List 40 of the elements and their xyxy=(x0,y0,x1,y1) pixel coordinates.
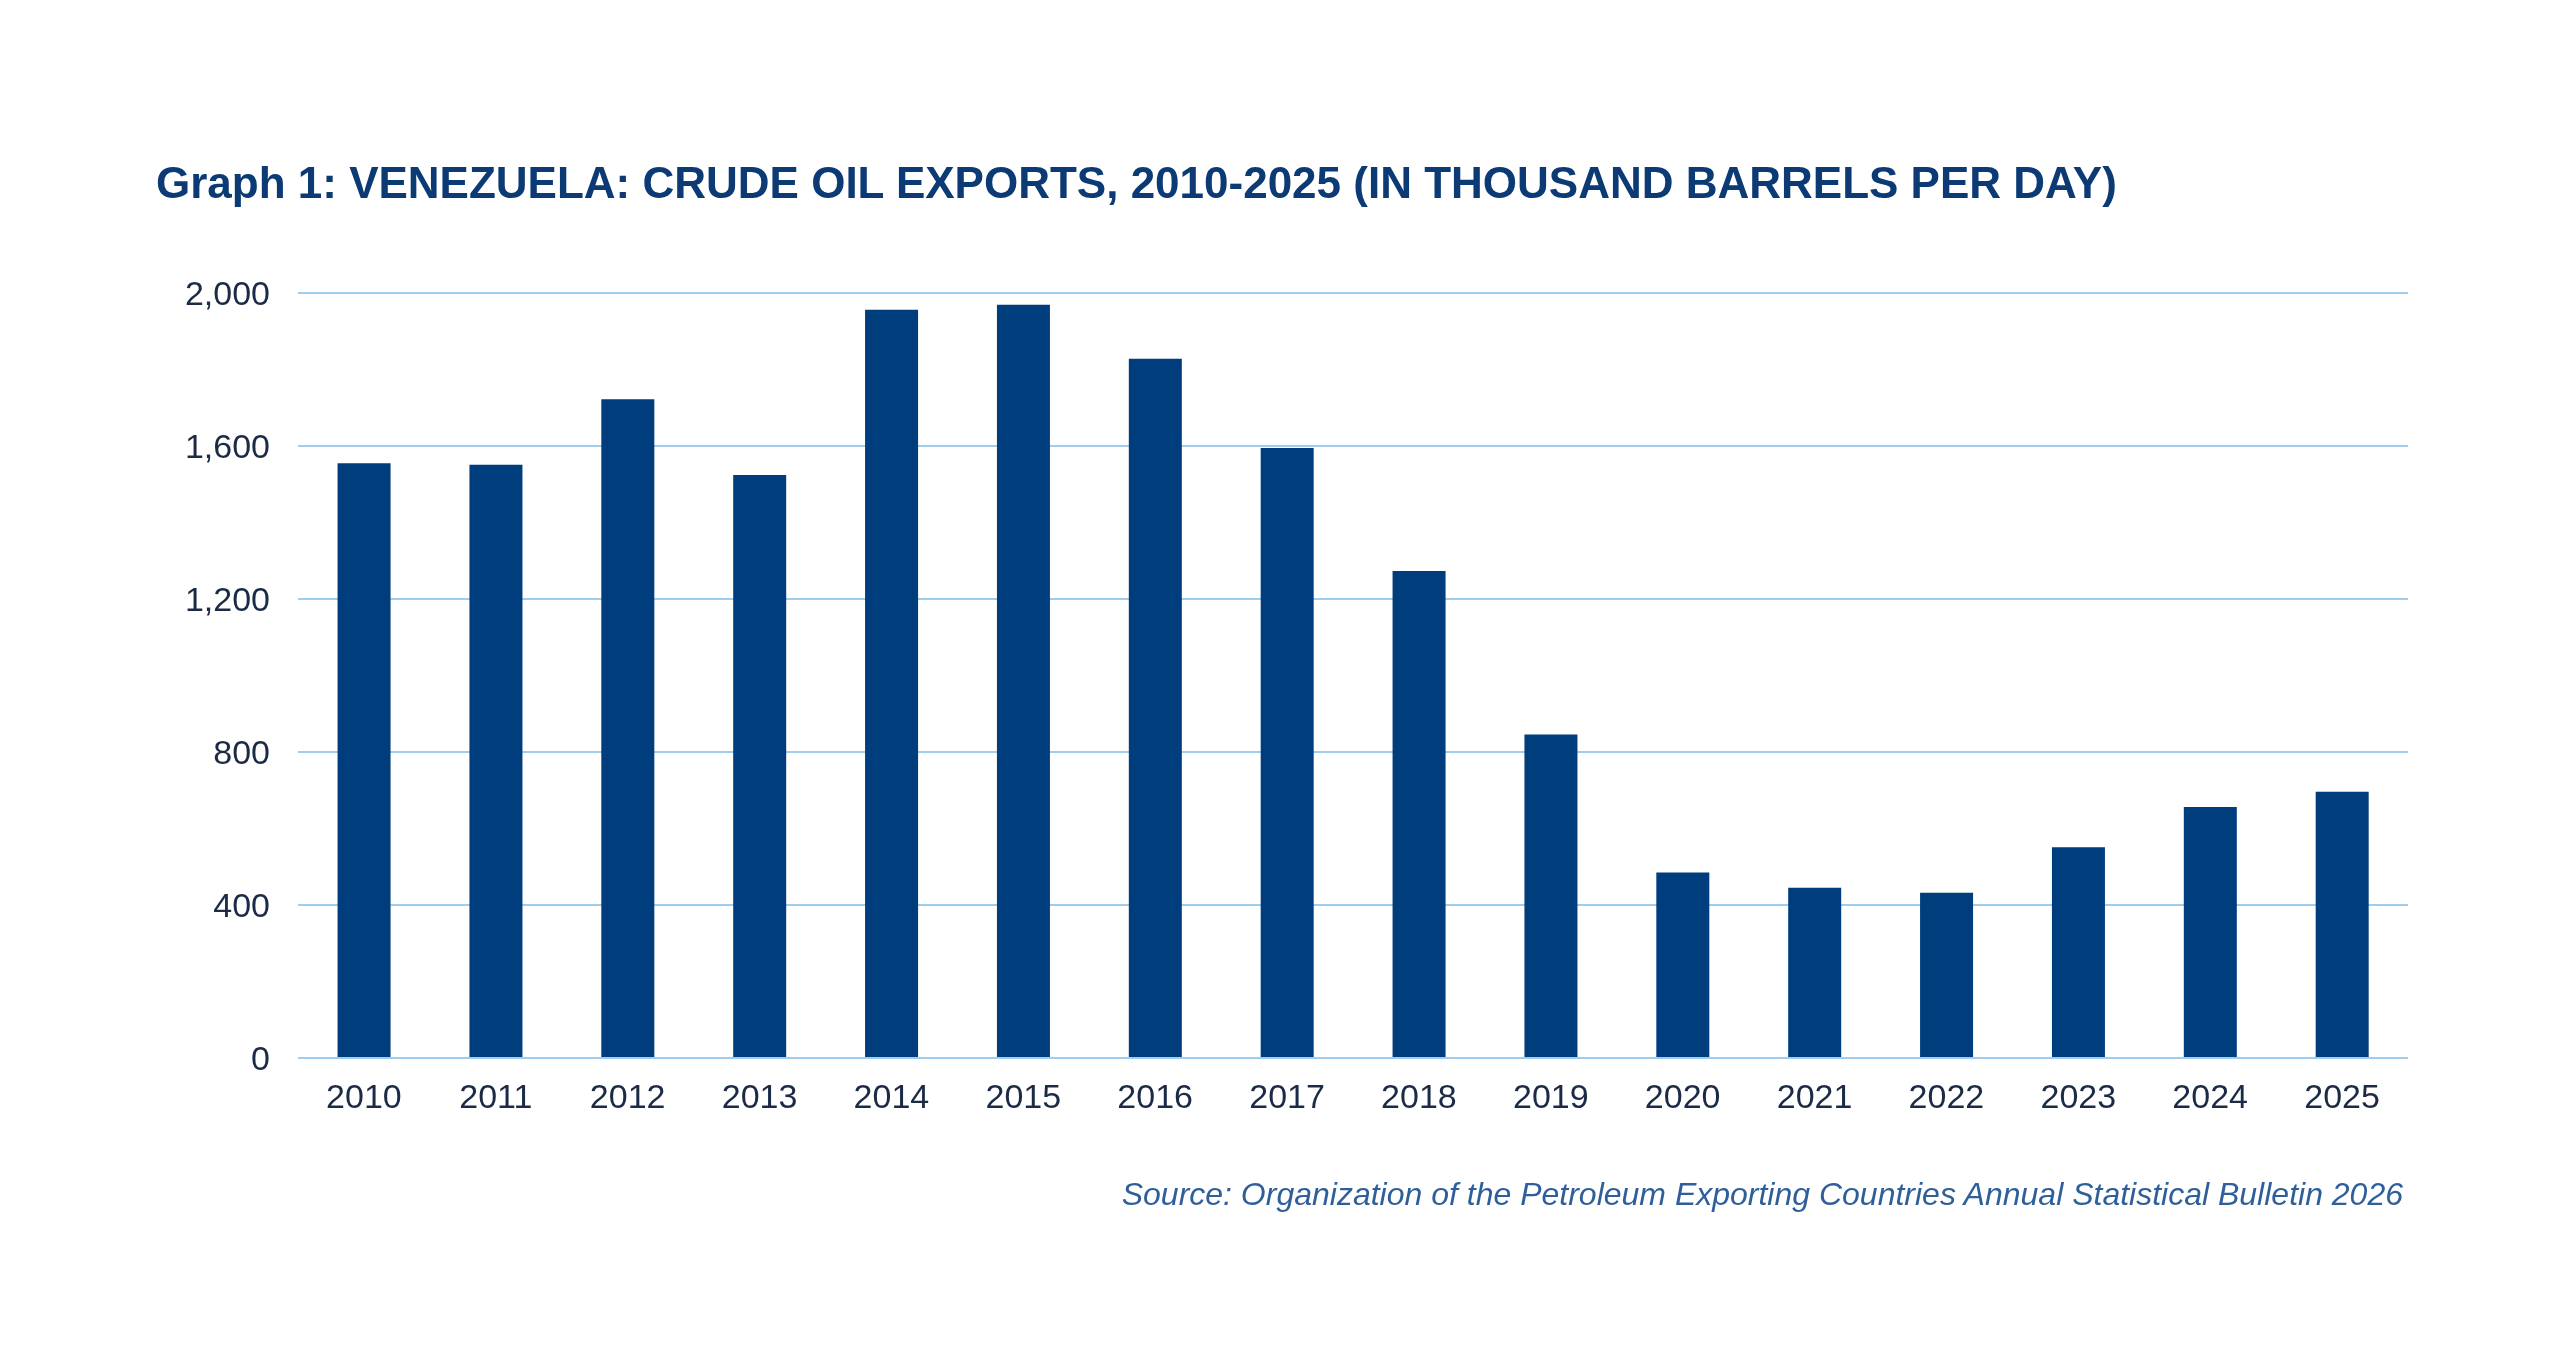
bar xyxy=(1920,892,1974,1058)
x-tick-label: 2023 xyxy=(2040,1077,2117,1116)
bar xyxy=(337,463,391,1058)
bar xyxy=(1656,872,1710,1058)
x-tick-label: 2021 xyxy=(1776,1077,1853,1116)
y-tick-label: 1,200 xyxy=(184,580,270,619)
x-tick-label: 2022 xyxy=(1908,1077,1985,1116)
y-tick-label: 800 xyxy=(213,733,270,772)
x-tick-label: 2018 xyxy=(1381,1077,1457,1116)
bar xyxy=(601,399,655,1058)
bar xyxy=(1524,734,1578,1058)
bar xyxy=(1392,571,1446,1058)
y-tick-label: 0 xyxy=(251,1039,270,1078)
bar xyxy=(996,304,1050,1058)
bar xyxy=(865,309,919,1058)
x-tick-label: 2019 xyxy=(1512,1077,1589,1116)
bar xyxy=(2183,807,2237,1058)
x-tick-label: 2013 xyxy=(721,1077,798,1116)
bar xyxy=(2051,847,2105,1058)
bar xyxy=(733,475,787,1058)
bar xyxy=(2315,791,2369,1058)
bar xyxy=(469,464,523,1058)
x-tick-label: 2012 xyxy=(589,1077,666,1116)
x-tick-label: 2015 xyxy=(985,1077,1062,1116)
x-tick-label: 2025 xyxy=(2304,1077,2380,1116)
bar xyxy=(1788,887,1842,1058)
bar xyxy=(1128,358,1182,1058)
y-tick-label: 1,600 xyxy=(184,427,270,466)
x-tick-label: 2011 xyxy=(459,1077,533,1116)
x-tick-label: 2010 xyxy=(326,1077,402,1116)
y-tick-label: 400 xyxy=(213,886,270,925)
x-tick-label: 2020 xyxy=(1644,1077,1721,1116)
y-tick-label: 2,000 xyxy=(184,274,270,313)
x-tick-label: 2017 xyxy=(1249,1077,1325,1116)
bar xyxy=(1260,447,1314,1058)
chart-title: Graph 1: VENEZUELA: CRUDE OIL EXPORTS, 2010-2025 (IN THOUSAND BARRELS PER DAY) xyxy=(156,158,2117,208)
source-note: Source: Organization of the Petroleum Exporting Countries Annual Statistical Bulletin 2026 xyxy=(1121,1176,2403,1213)
x-tick-label: 2016 xyxy=(1117,1077,1194,1116)
x-tick-label: 2014 xyxy=(853,1077,930,1116)
x-tick-label: 2024 xyxy=(2172,1077,2249,1116)
